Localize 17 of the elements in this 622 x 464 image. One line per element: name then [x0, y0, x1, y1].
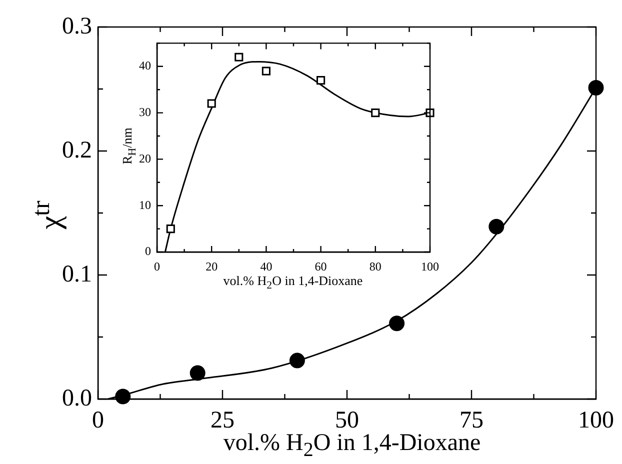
x-tick-label: 100	[421, 259, 439, 274]
x-axis-title: vol.% H$_{2}$O in 1,4-Dioxane	[223, 273, 363, 292]
y-tick-label: 40	[139, 58, 151, 73]
y-tick-label: 30	[139, 104, 151, 119]
y-tick-label: 10	[139, 198, 151, 212]
y-tick-label: 0.3	[62, 13, 92, 40]
y-tick-label: 0	[145, 244, 151, 258]
y-tick-label: 0.1	[62, 261, 92, 288]
x-tick-label: 20	[206, 259, 218, 274]
x-tick-label: 80	[369, 259, 382, 274]
x-tick-label: 60	[314, 259, 327, 274]
y-tick-label: 0.2	[62, 137, 92, 164]
x-tick-label: 0	[154, 259, 160, 274]
y-tick-label: 20	[139, 151, 151, 166]
x-tick-label: 100	[578, 408, 614, 434]
x-tick-label: 40	[260, 259, 272, 274]
y-tick-label: 0.0	[62, 385, 92, 412]
